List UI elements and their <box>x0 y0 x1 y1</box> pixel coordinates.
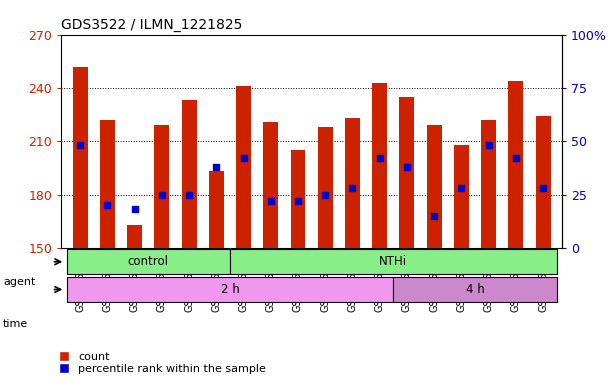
Point <box>103 202 112 208</box>
Point <box>75 142 85 149</box>
Point <box>130 207 139 213</box>
Point <box>402 164 412 170</box>
Text: NTHi: NTHi <box>379 255 408 268</box>
Point <box>239 155 249 161</box>
FancyBboxPatch shape <box>67 277 393 302</box>
Text: 4 h: 4 h <box>466 283 485 296</box>
FancyBboxPatch shape <box>393 277 557 302</box>
FancyBboxPatch shape <box>230 249 557 274</box>
Bar <box>372 83 387 248</box>
Bar <box>209 171 224 248</box>
Text: time: time <box>3 319 28 329</box>
Bar <box>155 125 169 248</box>
Point <box>184 192 194 198</box>
Bar <box>508 81 523 248</box>
Text: control: control <box>128 255 169 268</box>
Point <box>293 198 303 204</box>
Point <box>157 192 167 198</box>
Point <box>266 198 276 204</box>
Bar <box>236 86 251 248</box>
Bar <box>536 116 551 248</box>
Bar <box>481 120 496 248</box>
Text: GDS3522 / ILMN_1221825: GDS3522 / ILMN_1221825 <box>61 18 243 32</box>
Point <box>430 213 439 219</box>
Bar <box>100 120 115 248</box>
Bar <box>127 225 142 248</box>
Bar <box>426 125 442 248</box>
Point <box>511 155 521 161</box>
Text: agent: agent <box>3 277 35 287</box>
Legend: count, percentile rank within the sample: count, percentile rank within the sample <box>48 348 271 379</box>
Bar <box>454 145 469 248</box>
Bar <box>263 122 278 248</box>
Bar <box>73 66 87 248</box>
Bar <box>181 100 197 248</box>
Bar <box>345 118 360 248</box>
Point <box>456 185 466 191</box>
Point <box>484 142 494 149</box>
Point <box>538 185 548 191</box>
Point <box>375 155 384 161</box>
Bar <box>318 127 333 248</box>
Point <box>320 192 330 198</box>
FancyBboxPatch shape <box>67 249 230 274</box>
Text: 2 h: 2 h <box>221 283 240 296</box>
Bar <box>400 97 414 248</box>
Bar <box>290 150 306 248</box>
Point <box>348 185 357 191</box>
Point <box>211 164 221 170</box>
